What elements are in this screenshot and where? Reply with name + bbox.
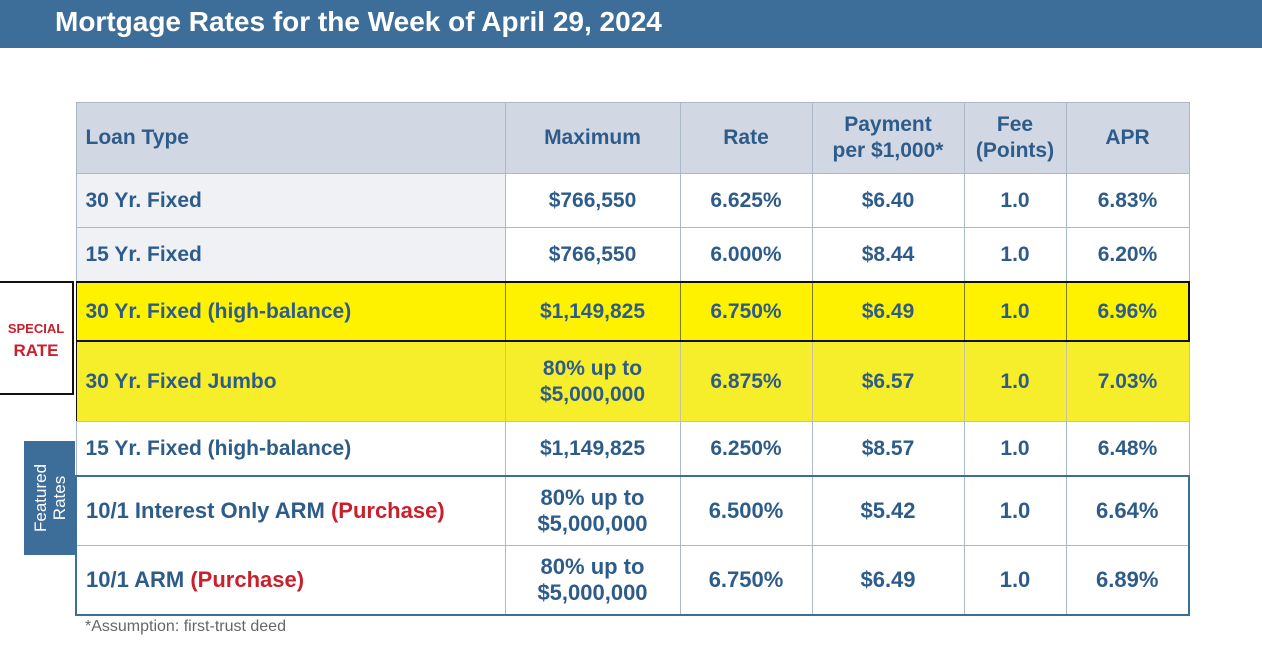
payment-cell: $6.49 xyxy=(811,545,965,616)
maximum-cell: 80% up to $5,000,000 xyxy=(504,545,681,616)
loan-type-cell: 30 Yr. Fixed xyxy=(75,173,506,228)
fee-cell: 1.0 xyxy=(963,227,1067,283)
payment-cell: $6.57 xyxy=(811,340,965,422)
rate-cell: 6.625% xyxy=(679,173,813,228)
apr-cell: 7.03% xyxy=(1065,340,1190,422)
payment-cell: $6.40 xyxy=(811,173,965,228)
fee-cell: 1.0 xyxy=(963,475,1067,546)
maximum-cell: 80% up to $5,000,000 xyxy=(504,475,681,546)
maximum-cell: $1,149,825 xyxy=(504,281,681,342)
maximum-cell: 80% up to $5,000,000 xyxy=(504,340,681,422)
loan-type-cell: 15 Yr. Fixed (high-balance) xyxy=(75,421,506,477)
loan-type-cell: 15 Yr. Fixed xyxy=(75,227,506,283)
payment-cell: $5.42 xyxy=(811,475,965,546)
table-row: 15 Yr. Fixed $766,550 6.000% $8.44 1.0 6… xyxy=(75,227,1190,283)
maximum-line2: $5,000,000 xyxy=(539,382,646,406)
apr-cell: 6.83% xyxy=(1065,173,1190,228)
maximum-line1: 80% up to xyxy=(540,554,645,579)
table-row-special: 30 Yr. Fixed Jumbo 80% up to $5,000,000 6… xyxy=(75,340,1190,422)
rate-cell: 6.500% xyxy=(679,475,813,546)
rate-cell: 6.750% xyxy=(679,545,813,616)
apr-cell: 6.20% xyxy=(1065,227,1190,283)
footnote: *Assumption: first-trust deed xyxy=(85,618,286,635)
header-payment: Payment per $1,000* xyxy=(811,102,965,174)
table-header-row: Loan Type Maximum Rate Payment per $1,000… xyxy=(75,102,1190,174)
loan-type-cell: 10/1 Interest Only ARM (Purchase) xyxy=(75,475,506,546)
payment-cell: $8.44 xyxy=(811,227,965,283)
apr-cell: 6.96% xyxy=(1065,281,1190,342)
maximum-cell: $766,550 xyxy=(504,227,681,283)
table-row-featured: 10/1 Interest Only ARM (Purchase) 80% up… xyxy=(75,475,1190,546)
featured-rates-tab: Featured Rates xyxy=(24,441,75,555)
loan-type-cell: 30 Yr. Fixed (high-balance) xyxy=(75,281,506,342)
special-label-line2: RATE xyxy=(13,341,59,360)
purchase-tag: (Purchase) xyxy=(330,498,445,523)
header-rate: Rate xyxy=(679,102,813,174)
special-label-line1: SPECIAL xyxy=(7,321,65,336)
loan-type-cell: 10/1 ARM (Purchase) xyxy=(75,545,506,616)
fee-cell: 1.0 xyxy=(963,281,1067,342)
featured-label-line2: Rates xyxy=(49,475,69,521)
purchase-tag: (Purchase) xyxy=(190,567,305,592)
apr-cell: 6.89% xyxy=(1065,545,1190,616)
apr-cell: 6.48% xyxy=(1065,421,1190,477)
header-fee-line1: Fee xyxy=(996,113,1034,136)
special-rate-label: SPECIAL RATE xyxy=(0,281,74,395)
fee-cell: 1.0 xyxy=(963,173,1067,228)
maximum-line2: $5,000,000 xyxy=(537,511,648,536)
featured-rates-label: Featured Rates xyxy=(31,464,69,532)
loan-type-label: 10/1 ARM xyxy=(86,567,185,592)
header-fee: Fee (Points) xyxy=(963,102,1067,174)
maximum-line2: $5,000,000 xyxy=(537,580,648,605)
payment-cell: $8.57 xyxy=(811,421,965,477)
header-apr: APR xyxy=(1065,102,1190,174)
fee-cell: 1.0 xyxy=(963,340,1067,422)
table-row: 30 Yr. Fixed $766,550 6.625% $6.40 1.0 6… xyxy=(75,173,1190,228)
table-row-featured: 10/1 ARM (Purchase) 80% up to $5,000,000 … xyxy=(75,545,1190,616)
featured-label-line1: Featured xyxy=(30,463,50,533)
rate-cell: 6.250% xyxy=(679,421,813,477)
fee-cell: 1.0 xyxy=(963,421,1067,477)
maximum-line1: 80% up to xyxy=(540,485,645,510)
rate-cell: 6.000% xyxy=(679,227,813,283)
loan-type-label: 10/1 Interest Only ARM xyxy=(86,498,325,523)
rate-cell: 6.875% xyxy=(679,340,813,422)
header-payment-line1: Payment xyxy=(844,113,932,136)
loan-type-cell: 30 Yr. Fixed Jumbo xyxy=(75,340,506,422)
title-banner: Mortgage Rates for the Week of April 29,… xyxy=(0,0,1262,48)
apr-cell: 6.64% xyxy=(1065,475,1190,546)
maximum-cell: $766,550 xyxy=(504,173,681,228)
rates-table: Loan Type Maximum Rate Payment per $1,000… xyxy=(75,102,1190,616)
header-maximum: Maximum xyxy=(504,102,681,174)
table-row: 15 Yr. Fixed (high-balance) $1,149,825 6… xyxy=(75,421,1190,477)
header-loan-type: Loan Type xyxy=(75,102,506,174)
payment-cell: $6.49 xyxy=(811,281,965,342)
header-fee-line2: (Points) xyxy=(975,139,1055,162)
table-row-special: 30 Yr. Fixed (high-balance) $1,149,825 6… xyxy=(75,281,1190,342)
fee-cell: 1.0 xyxy=(963,545,1067,616)
maximum-cell: $1,149,825 xyxy=(504,421,681,477)
page-title: Mortgage Rates for the Week of April 29,… xyxy=(55,6,662,37)
maximum-line1: 80% up to xyxy=(542,356,643,380)
rate-cell: 6.750% xyxy=(679,281,813,342)
header-payment-line2: per $1,000* xyxy=(832,139,944,162)
